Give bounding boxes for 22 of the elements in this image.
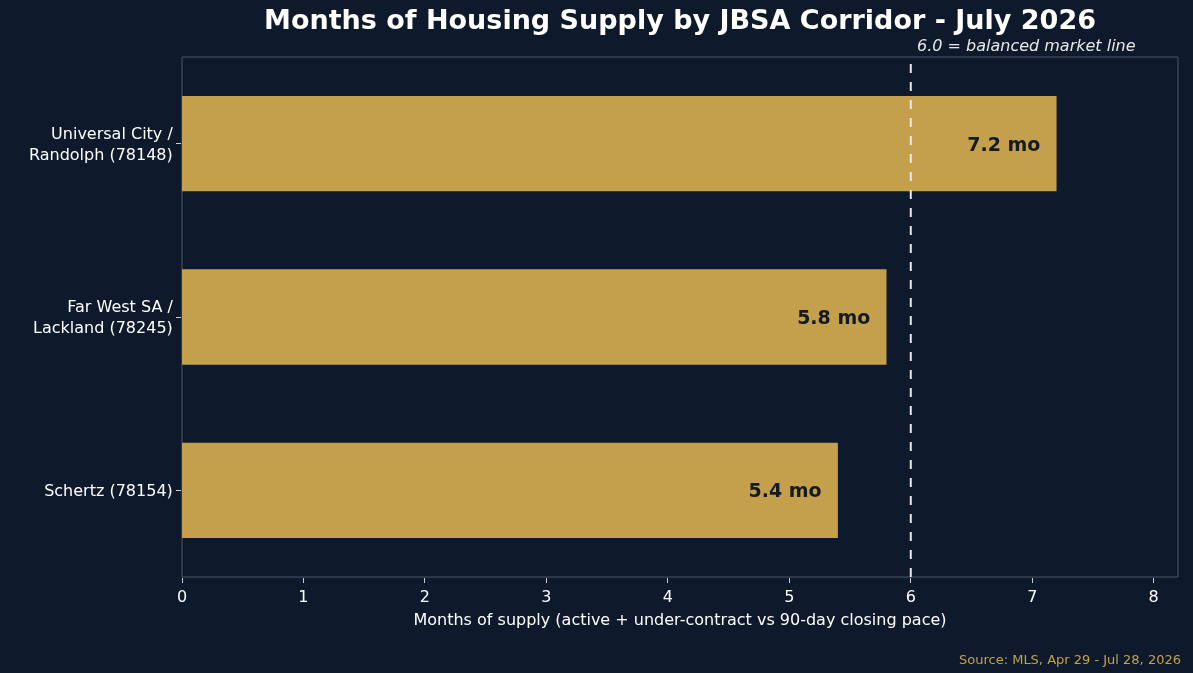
- x-tick-label: 4: [662, 587, 673, 607]
- bar: [182, 96, 1057, 192]
- x-tick-label: 0: [176, 587, 188, 607]
- x-tick-label: 6: [905, 587, 916, 607]
- x-tick-label: 5: [784, 587, 795, 607]
- y-tick-label: Far West SA / Lackland (78245): [33, 297, 174, 337]
- data-label: 5.8 mo: [797, 306, 884, 328]
- source-note: Source: MLS, Apr 29 - Jul 28, 2026: [959, 652, 1181, 667]
- chart-title: Months of Housing Supply by JBSA Corridor - July 2026: [264, 3, 1096, 35]
- x-tick-label: 2: [419, 587, 431, 607]
- data-label: 7.2 mo: [967, 132, 1054, 155]
- x-tick-label: 7: [1027, 587, 1038, 607]
- x-tick-label: 8: [1148, 587, 1159, 607]
- y-tick-label: Schertz (78154): [44, 480, 173, 500]
- ref-line-label: 6.0 = balanced market line: [917, 36, 1136, 55]
- x-tick-label: 1: [298, 587, 309, 607]
- x-tick-label: 3: [541, 587, 552, 607]
- y-tick-label: Universal City / Randolph (78148): [28, 123, 174, 164]
- bar: [182, 269, 887, 365]
- data-label: 5.4 mo: [748, 479, 835, 502]
- bar: [182, 442, 838, 538]
- x-axis-title: Months of supply (active + under-contract vs 90-day closing pace): [413, 609, 947, 629]
